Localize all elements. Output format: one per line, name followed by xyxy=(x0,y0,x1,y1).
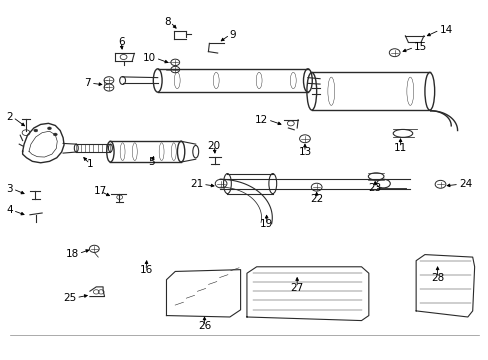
Text: 11: 11 xyxy=(393,143,407,153)
Text: 7: 7 xyxy=(84,78,91,88)
Text: 13: 13 xyxy=(298,147,311,157)
Circle shape xyxy=(34,129,38,132)
Text: 27: 27 xyxy=(290,283,303,293)
Text: 1: 1 xyxy=(86,159,93,169)
Circle shape xyxy=(47,127,51,130)
Text: 17: 17 xyxy=(94,186,107,197)
Text: 18: 18 xyxy=(65,248,79,258)
Text: 8: 8 xyxy=(163,17,170,27)
Text: 5: 5 xyxy=(148,157,155,167)
Text: 19: 19 xyxy=(260,220,273,229)
Text: 24: 24 xyxy=(458,179,471,189)
Text: 4: 4 xyxy=(6,206,13,216)
Text: 6: 6 xyxy=(118,37,124,47)
Text: 21: 21 xyxy=(189,179,203,189)
Text: 3: 3 xyxy=(6,184,13,194)
Text: 12: 12 xyxy=(254,115,267,125)
Text: 23: 23 xyxy=(368,183,381,193)
Text: 25: 25 xyxy=(63,293,76,303)
Text: 10: 10 xyxy=(142,53,156,63)
Text: 16: 16 xyxy=(139,265,152,275)
Text: 20: 20 xyxy=(207,140,221,150)
Text: 28: 28 xyxy=(430,273,443,283)
Circle shape xyxy=(53,133,57,136)
Text: 15: 15 xyxy=(413,42,427,52)
Text: 14: 14 xyxy=(439,25,452,35)
Text: 2: 2 xyxy=(6,112,13,122)
Text: 26: 26 xyxy=(198,321,211,331)
Text: 9: 9 xyxy=(229,30,236,40)
Text: 22: 22 xyxy=(309,194,323,204)
